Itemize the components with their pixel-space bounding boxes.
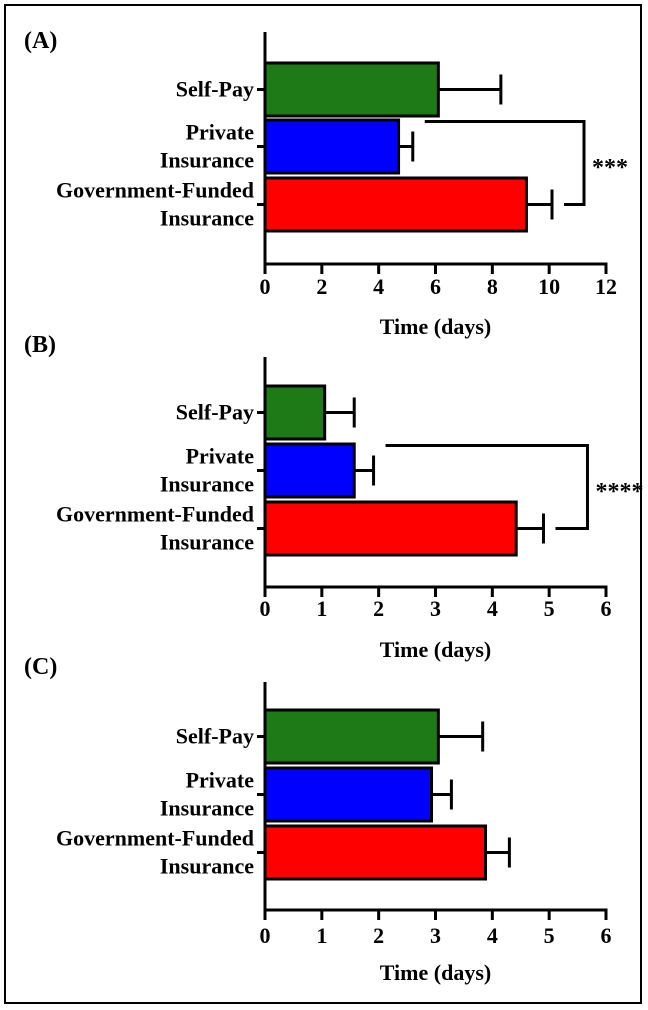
x-tick-label: 10 [538, 274, 560, 299]
bar [263, 384, 327, 441]
figure-svg: (A) Self-Pay Private Insurance Government-Fu… [24, 28, 643, 985]
x-tick-label: 5 [544, 596, 555, 621]
panel-c: (C) Self-Pay Private Insurance Government-Fu… [24, 654, 612, 985]
significance-label: **** [595, 479, 643, 505]
x-tick-label: 0 [260, 274, 271, 299]
x-tick-label: 6 [601, 596, 612, 621]
panel-a: (A) Self-Pay Private Insurance Government-Fu… [24, 28, 628, 339]
bar [263, 118, 401, 175]
x-tick-label: 12 [595, 274, 617, 299]
x-tick-label: 3 [430, 923, 441, 948]
category-label: Insurance [160, 206, 254, 231]
x-tick-label: 6 [430, 274, 441, 299]
x-tick-label: 1 [316, 596, 327, 621]
panel-label: (C) [24, 654, 57, 680]
category-label: Insurance [160, 854, 254, 879]
panel-label: (B) [24, 332, 56, 358]
bar [263, 708, 440, 765]
significance-bracket [424, 120, 586, 206]
category-label: Government-Funded [56, 178, 254, 203]
bar [263, 500, 518, 557]
x-tick-label: 4 [487, 923, 498, 948]
bar [263, 766, 434, 823]
category-label: Insurance [160, 530, 254, 555]
x-tick-label: 0 [260, 596, 271, 621]
category-label: Self-Pay [176, 77, 254, 102]
category-label: Private [186, 768, 255, 793]
category-label: Insurance [160, 148, 254, 173]
x-tick-label: 8 [487, 274, 498, 299]
significance-bracket [385, 444, 589, 530]
x-tick-label: 2 [373, 596, 384, 621]
bar [263, 61, 440, 118]
category-label: Insurance [160, 796, 254, 821]
bar [263, 442, 356, 499]
x-axis-label: Time (days) [380, 314, 491, 339]
category-label: Government-Funded [56, 826, 254, 851]
x-tick-label: 2 [316, 274, 327, 299]
category-label: Private [186, 120, 255, 145]
x-tick-label: 5 [544, 923, 555, 948]
figure-frame: (A) Self-Pay Private Insurance Government-Fu… [4, 4, 643, 1004]
bar [263, 824, 488, 881]
x-tick-label: 2 [373, 923, 384, 948]
bar [263, 176, 528, 233]
panel-b: (B) Self-Pay Private Insurance Government-Fu… [24, 332, 643, 662]
x-tick-label: 0 [260, 923, 271, 948]
x-axis-label: Time (days) [380, 960, 491, 985]
x-tick-label: 4 [373, 274, 384, 299]
category-label: Government-Funded [56, 502, 254, 527]
category-label: Self-Pay [176, 724, 254, 749]
category-label: Insurance [160, 472, 254, 497]
significance-label: *** [592, 155, 628, 181]
x-tick-label: 6 [601, 923, 612, 948]
panel-label: (A) [24, 28, 57, 54]
x-tick-label: 4 [487, 596, 498, 621]
x-tick-label: 1 [316, 923, 327, 948]
x-tick-label: 3 [430, 596, 441, 621]
category-label: Private [186, 444, 255, 469]
x-axis-label: Time (days) [380, 637, 491, 662]
category-label: Self-Pay [176, 400, 254, 425]
